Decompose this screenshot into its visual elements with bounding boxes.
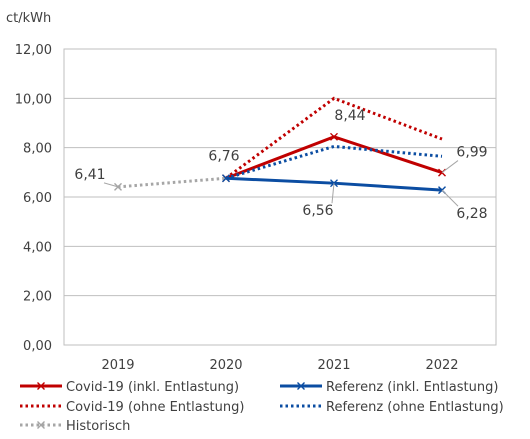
legend-marker bbox=[37, 382, 45, 390]
legend-item-covid-19-ohne-entlastung: Covid-19 (ohne Entlastung) bbox=[20, 400, 244, 415]
data-point-marker bbox=[330, 132, 338, 141]
legend-marker bbox=[37, 421, 45, 429]
data-point-marker bbox=[114, 182, 122, 191]
data-labels-layer: 6,41 6,76 8,44 6,56 6,99 6,28 bbox=[74, 108, 487, 222]
legend-item-referenz-ohne-entlastung: Referenz (ohne Entlastung) bbox=[280, 400, 504, 415]
series-line bbox=[117, 176, 227, 189]
series-line bbox=[225, 96, 443, 180]
data-label-leader bbox=[331, 183, 335, 204]
y-tick-label: 8,00 bbox=[23, 142, 52, 157]
legend-label: Referenz (inkl. Entlastung) bbox=[326, 380, 498, 395]
data-label: 6,76 bbox=[208, 148, 239, 164]
legend: Covid-19 (inkl. Entlastung) Referenz (ink… bbox=[20, 380, 504, 434]
legend-marker bbox=[297, 382, 305, 390]
legend-item-covid-19-inkl-entlastung: Covid-19 (inkl. Entlastung) bbox=[20, 380, 239, 395]
legend-label: Covid-19 (ohne Entlastung) bbox=[66, 400, 244, 415]
data-label: 6,28 bbox=[456, 206, 487, 222]
series-covid-19-ohne-entlastung bbox=[225, 96, 443, 180]
legend-label: Historisch bbox=[66, 419, 130, 434]
y-axis-tick-labels: 0,00 2,00 4,00 6,00 8,00 10,00 12,00 bbox=[15, 43, 52, 354]
x-tick-label: 2021 bbox=[317, 358, 350, 373]
data-label: 8,44 bbox=[334, 108, 365, 124]
y-axis-unit-label: ct/kWh bbox=[6, 11, 51, 26]
y-tick-label: 4,00 bbox=[23, 240, 52, 255]
data-label: 6,56 bbox=[302, 203, 333, 219]
data-label-leader bbox=[103, 182, 119, 188]
legend-label: Referenz (ohne Entlastung) bbox=[326, 400, 504, 415]
y-tick-label: 2,00 bbox=[23, 290, 52, 305]
x-tick-label: 2019 bbox=[101, 358, 134, 373]
x-tick-label: 2022 bbox=[425, 358, 458, 373]
data-label: 6,41 bbox=[74, 167, 105, 183]
data-label-leader bbox=[441, 189, 459, 207]
legend-item-historisch: Historisch bbox=[20, 419, 130, 434]
plot-area-frame bbox=[63, 48, 497, 346]
legend-label: Covid-19 (inkl. Entlastung) bbox=[66, 380, 239, 395]
y-tick-label: 0,00 bbox=[23, 339, 52, 354]
data-label-leader bbox=[441, 160, 459, 173]
legend-item-referenz-inkl-entlastung: Referenz (inkl. Entlastung) bbox=[280, 380, 498, 395]
y-tick-label: 6,00 bbox=[23, 191, 52, 206]
data-label: 6,99 bbox=[456, 145, 487, 161]
x-tick-label: 2020 bbox=[209, 358, 242, 373]
x-axis-tick-labels: 2019 2020 2021 2022 bbox=[101, 358, 458, 373]
y-tick-label: 12,00 bbox=[15, 43, 52, 58]
y-tick-label: 10,00 bbox=[15, 92, 52, 107]
